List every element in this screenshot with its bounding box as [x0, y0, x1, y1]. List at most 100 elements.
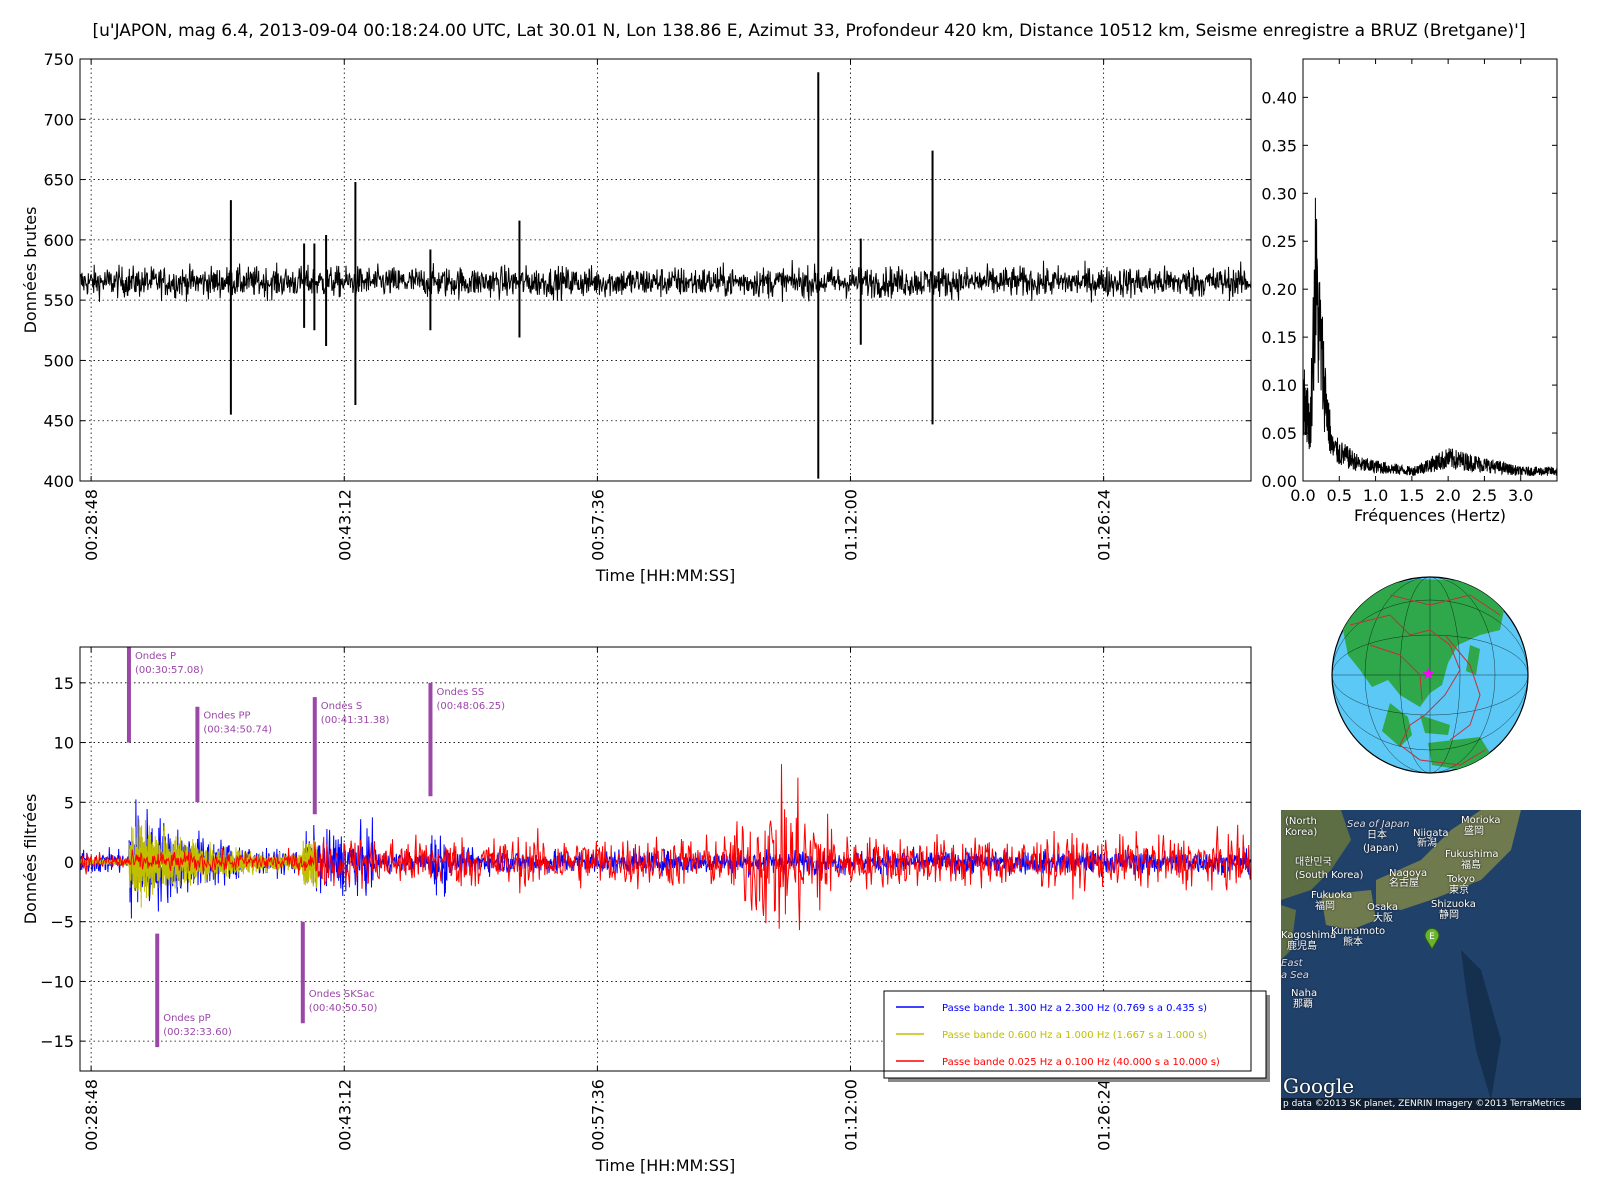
phase-label: Ondes P [135, 651, 176, 662]
x-tick-label: 00:43:12 [335, 1079, 354, 1151]
map-place-label: 日本 [1367, 830, 1387, 841]
x-tick-label: 1.0 [1363, 486, 1388, 505]
spectrum-series-line [1302, 197, 1558, 477]
y-tick-label: 0.00 [1261, 472, 1297, 491]
phase-label: Ondes pP [163, 1013, 210, 1024]
y-tick-label: 0.35 [1261, 136, 1297, 155]
x-tick-label: 01:12:00 [842, 489, 861, 561]
phase-time-label: (00:32:33.60) [163, 1027, 232, 1038]
map-terrain [1281, 810, 1581, 1110]
map-pin-letter: E [1429, 932, 1435, 942]
y-tick-label: −10 [40, 972, 74, 991]
phase-time-label: (00:40:50.50) [309, 1003, 378, 1014]
map-place-label: Shizuoka [1431, 899, 1476, 910]
y-tick-label: 650 [43, 171, 74, 190]
map-logo: Google [1283, 1074, 1355, 1098]
map-place-label: 那覇 [1293, 999, 1313, 1010]
filtered-data-plot: −15 −10 −5 0 5 10 15 00:28:48 00:43:12 00:57:36 01… [21, 646, 1270, 1175]
map-place-label: 新潟 [1417, 838, 1437, 849]
x-tick-label: 01:26:24 [1095, 1079, 1114, 1151]
y-tick-label: 0.05 [1261, 424, 1297, 443]
map-place-label: Osaka [1367, 902, 1398, 913]
figure-title: [u'JAPON, mag 6.4, 2013-09-04 00:18:24.0… [93, 21, 1526, 41]
y-tick-label: 0 [64, 853, 74, 872]
map-place-label: 静岡 [1439, 910, 1459, 921]
x-tick-label: 01:26:24 [1095, 489, 1114, 561]
x-axis-label: Fréquences (Hertz) [1354, 506, 1506, 525]
y-tick-label: 600 [43, 231, 74, 250]
map-place-label: Fukushima [1445, 849, 1499, 860]
y-axis-label: Données filtrées [21, 794, 40, 925]
map-place-label: (South Korea) [1295, 870, 1364, 881]
x-tick-label: 1.5 [1399, 486, 1424, 505]
globe-icon: ★ [1331, 576, 1529, 774]
y-tick-label: 15 [54, 674, 74, 693]
axes-frame [1302, 58, 1558, 482]
phase-time-label: (00:41:31.38) [321, 715, 390, 726]
x-tick-label: 01:12:00 [842, 1079, 861, 1151]
legend: Passe bande 1.300 Hz a 2.300 Hz (0.769 s… [883, 990, 1270, 1082]
map-place-label: 대한민국 [1295, 857, 1332, 868]
map-place-label: Morioka [1461, 815, 1501, 826]
map-place-label: 福島 [1461, 860, 1481, 871]
phase-time-label: (00:34:50.74) [203, 725, 272, 736]
spectrum-plot: 0.00 0.05 0.10 0.15 0.20 0.25 0.30 0.35 0.40 0.0 0… [1261, 58, 1558, 525]
raw-data-plot: 400 450 500 550 600 650 700 750 00:28:48 00:43:12… [21, 50, 1252, 585]
map-place-label: (North [1285, 816, 1317, 827]
map-place-label: Kagoshima [1281, 930, 1337, 941]
y-tick-label: 0.15 [1261, 328, 1297, 347]
y-tick-label: 0.30 [1261, 184, 1297, 203]
map-place-label: Sea of Japan [1347, 819, 1410, 830]
x-axis-label: Time [HH:MM:SS] [595, 1156, 736, 1175]
map-place-label: Korea) [1285, 827, 1318, 838]
red-series-line [79, 764, 1252, 931]
map-place-label: Nagoya [1389, 868, 1428, 879]
map-pin-icon[interactable]: E [1423, 928, 1441, 950]
y-tick-label: 10 [54, 734, 74, 753]
map-place-label: (Japan) [1363, 843, 1399, 854]
y-tick-label: 0.40 [1261, 88, 1297, 107]
map-place-label: 東京 [1449, 885, 1469, 896]
map-place-label: a Sea [1281, 970, 1309, 981]
map-place-label: Niigata [1413, 828, 1449, 839]
legend-entry: Passe bande 1.300 Hz a 2.300 Hz (0.769 s… [942, 1003, 1207, 1014]
map-credit: p data ©2013 SK planet, ZENRIN Imagery ©… [1281, 1098, 1581, 1110]
map-place-label: East [1281, 958, 1303, 969]
x-tick-label: 00:57:36 [588, 1079, 607, 1151]
y-tick-label: −15 [40, 1032, 74, 1051]
map-place-label: 鹿児島 [1287, 941, 1317, 952]
raw-series-line [79, 259, 1252, 303]
x-tick-label: 2.5 [1472, 486, 1497, 505]
phase-label: Ondes SKSac [309, 989, 375, 1000]
globe-locator: ★ [1330, 575, 1530, 775]
plot-area [1303, 59, 1557, 481]
y-axis-label: Données brutes [21, 207, 40, 334]
y-tick-label: 0.25 [1261, 232, 1297, 251]
legend-entry: Passe bande 0.025 Hz a 0.100 Hz (40.000 … [942, 1057, 1220, 1068]
y-tick-label: 700 [43, 110, 74, 129]
x-axis-label: Time [HH:MM:SS] [595, 566, 736, 585]
y-tick-label: 400 [43, 472, 74, 491]
x-tick-label: 00:28:48 [82, 489, 101, 561]
axes-frame [79, 58, 1252, 482]
y-tick-label: 450 [43, 412, 74, 431]
y-tick-label: 5 [64, 793, 74, 812]
map-place-label: Fukuoka [1311, 890, 1353, 901]
y-tick-label: 0.10 [1261, 376, 1297, 395]
map-place-label: Kumamoto [1331, 926, 1386, 937]
map-place-label: Naha [1291, 988, 1318, 999]
legend-box [883, 990, 1267, 1079]
y-tick-label: 550 [43, 291, 74, 310]
phase-label: Ondes PP [203, 711, 250, 722]
phase-time-label: (00:30:57.08) [135, 665, 204, 676]
x-tick-label: 0.5 [1327, 486, 1352, 505]
x-tick-label: 0.0 [1290, 486, 1315, 505]
x-tick-label: 00:43:12 [335, 489, 354, 561]
svg-text:★: ★ [1421, 664, 1435, 683]
map-place-label: 福岡 [1315, 901, 1335, 912]
map-place-label: 名古屋 [1389, 878, 1419, 889]
map-place-label: 盛岡 [1464, 826, 1484, 837]
location-map: (North Korea) Sea of Japan Niigata 新潟 Morioka… [1281, 810, 1581, 1110]
legend-entry: Passe bande 0.600 Hz a 1.000 Hz (1.667 s… [942, 1030, 1207, 1041]
